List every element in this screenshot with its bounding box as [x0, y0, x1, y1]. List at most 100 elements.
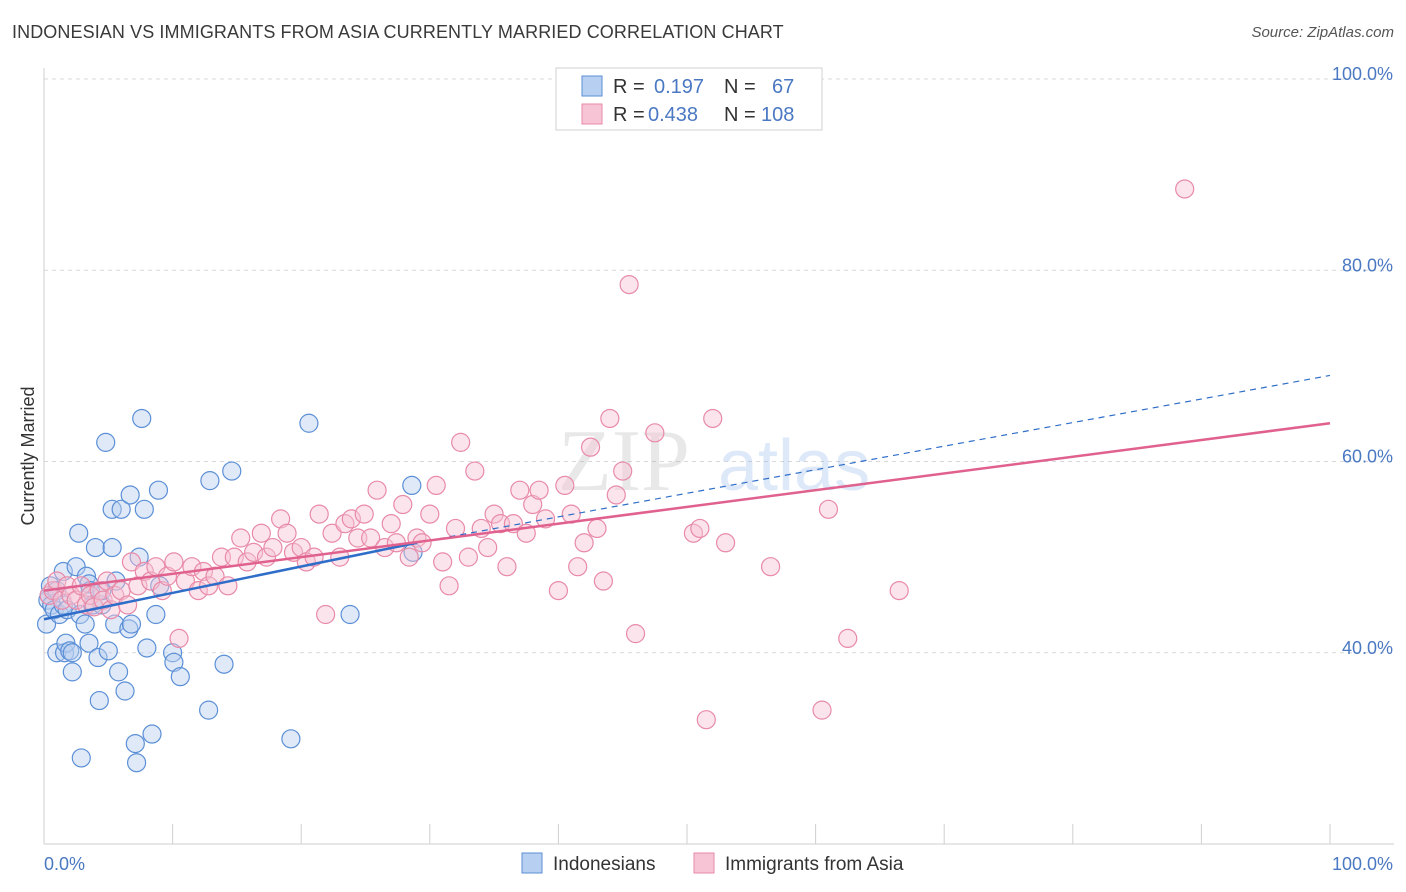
immigrants-point-42 — [271, 509, 291, 529]
immigrants-point-75 — [484, 504, 504, 524]
immigrants-point-94 — [613, 461, 633, 481]
immigrants-point-100 — [703, 408, 723, 429]
indonesians-point-56 — [170, 667, 190, 687]
source-credit: Source: ZipAtlas.com — [1251, 24, 1394, 41]
indonesians-point-45 — [126, 753, 147, 773]
immigrants-point-104 — [838, 628, 858, 649]
y-tick-labels: 40.0% 60.0% 80.0% 100.0% — [1332, 64, 1393, 658]
immigrants-point-50 — [322, 523, 342, 543]
indonesians-point-58 — [200, 471, 220, 491]
immigrants-point-12 — [93, 590, 113, 610]
immigrants-point-65 — [420, 504, 440, 524]
immigrants-point-102 — [760, 557, 781, 577]
immigrants-point-71 — [458, 547, 478, 567]
immigrants-point-105 — [889, 580, 909, 601]
immigrants-point-57 — [367, 480, 387, 500]
indonesians-point-24 — [79, 633, 99, 653]
legend-bottom-swatch-pink — [693, 852, 715, 874]
immigrants-point-107 — [696, 710, 716, 730]
immigrants-point-74 — [478, 537, 498, 558]
immigrants-point-53 — [341, 509, 361, 529]
immigrants-point-43 — [277, 523, 297, 543]
x-tick-labels: 0.0% 100.0% — [44, 854, 1393, 874]
immigrants-point-49 — [316, 604, 336, 625]
immigrants-point-25 — [164, 552, 184, 572]
watermark-zip: ZIP — [558, 413, 690, 510]
immigrants-point-41 — [263, 537, 283, 558]
indonesians-point-60 — [222, 461, 242, 481]
indonesians-point-42 — [120, 485, 140, 505]
indonesians-point-17 — [66, 557, 86, 577]
indonesians-point-32 — [96, 432, 116, 452]
immigrants-point-97 — [645, 423, 665, 443]
immigrants-point-85 — [555, 475, 575, 496]
x-tick-label-0: 0.0% — [44, 854, 85, 874]
indonesians-point-50 — [142, 724, 162, 744]
indonesians-point-48 — [134, 499, 154, 519]
legend-r-label-1: R = — [613, 76, 645, 98]
legend-r-value-2: 0.438 — [648, 104, 698, 126]
indonesians-point-61 — [281, 729, 301, 749]
legend-top: R = 0.197 N = 67 R = 0.438 N = 108 — [555, 67, 823, 131]
indonesians-point-36 — [105, 614, 125, 634]
immigrants-point-59 — [381, 514, 401, 534]
indonesians-point-40 — [115, 681, 135, 701]
indonesians-point-55 — [164, 652, 184, 672]
immigrants-point-61 — [393, 494, 413, 515]
indonesians-point-18 — [69, 523, 89, 543]
indonesians-point-49 — [137, 638, 157, 658]
indonesians-point-44 — [125, 733, 145, 754]
immigrants-point-89 — [580, 437, 601, 457]
immigrants-point-66 — [426, 475, 446, 496]
immigrants-point-48 — [309, 504, 329, 524]
immigrants-point-3 — [52, 590, 72, 610]
y-tick-label-1: 60.0% — [1342, 447, 1393, 467]
legend-n-value-1: 67 — [772, 76, 794, 98]
legend-r-label-2: R = — [613, 104, 645, 126]
immigrants-point-39 — [251, 523, 271, 543]
legend-n-label-1: N = — [724, 76, 756, 98]
legend-n-label-2: N = — [724, 104, 756, 126]
indonesians-point-21 — [75, 614, 95, 634]
immigrants-point-96 — [625, 624, 646, 644]
legend-bottom-label-immigrants: Immigrants from Asia — [725, 854, 904, 875]
immigrants-point-92 — [600, 408, 620, 429]
y-tick-label-2: 80.0% — [1342, 255, 1393, 275]
immigrants-point-88 — [574, 533, 594, 553]
indonesians-point-51 — [146, 604, 166, 625]
legend-n-value-2: 108 — [761, 104, 794, 126]
immigrants-trend-line — [43, 422, 1331, 592]
indonesians-trend-line — [43, 541, 418, 621]
immigrants-point-17 — [117, 595, 138, 615]
immigrants-point-77 — [497, 557, 517, 577]
indonesians-point-38 — [108, 662, 129, 682]
indonesians-point-27 — [85, 537, 106, 558]
indonesians-point-47 — [132, 408, 152, 429]
immigrants-point-26 — [169, 628, 189, 649]
immigrants-point-38 — [244, 542, 264, 562]
immigrants-point-72 — [465, 461, 485, 481]
immigrants-point-70 — [451, 432, 471, 452]
indonesians-point-28 — [88, 647, 108, 668]
legend-swatch-pink — [581, 103, 603, 125]
immigrants-point-90 — [587, 518, 607, 539]
indonesians-point-16 — [62, 643, 82, 663]
immigrants-point-91 — [593, 571, 614, 591]
indonesians-point-52 — [148, 480, 169, 500]
series-immigrants-points — [39, 179, 1195, 730]
legend-bottom-label-indonesians: Indonesians — [553, 854, 655, 875]
indonesians-point-62 — [299, 413, 319, 433]
indonesians-point-63 — [340, 604, 360, 625]
y-axis-label: Currently Married — [18, 386, 38, 525]
immigrants-point-81 — [523, 494, 543, 515]
legend-swatch-blue — [581, 75, 603, 97]
immigrants-point-108 — [812, 700, 832, 720]
x-tick-label-1: 100.0% — [1332, 854, 1393, 874]
immigrants-point-93 — [606, 485, 626, 505]
immigrants-point-67 — [433, 552, 453, 572]
immigrants-point-68 — [439, 576, 459, 596]
trend-lines — [43, 374, 1331, 621]
immigrants-point-95 — [619, 274, 639, 295]
chart-title: INDONESIAN VS IMMIGRANTS FROM ASIA CURRE… — [12, 22, 784, 42]
